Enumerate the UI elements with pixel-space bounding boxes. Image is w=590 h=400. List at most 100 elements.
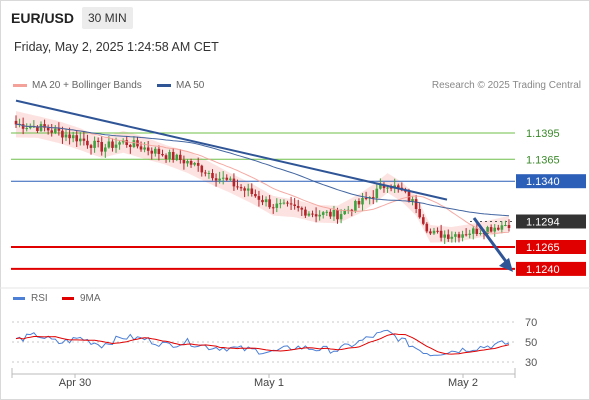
trendline — [15, 99, 448, 201]
candle-body — [343, 210, 346, 215]
candle-body — [268, 199, 271, 208]
candle-body — [171, 152, 175, 160]
candle-body — [286, 202, 289, 204]
candle-body — [479, 233, 482, 234]
candle-body — [139, 146, 143, 150]
candle-body — [472, 228, 475, 234]
candle-body — [321, 212, 325, 215]
candle-body — [371, 197, 375, 199]
candle-body — [332, 210, 336, 217]
candle-body — [225, 177, 229, 180]
candle-body — [336, 210, 339, 220]
candle-body — [354, 201, 357, 212]
candle-body — [57, 128, 61, 131]
candle-body — [357, 201, 361, 205]
candle-body — [243, 188, 246, 191]
candle-body — [211, 173, 214, 179]
candle-body — [364, 198, 368, 199]
candle-body — [461, 234, 464, 238]
candle-body — [279, 203, 282, 205]
candle-body — [232, 178, 236, 187]
candle-body — [397, 185, 400, 188]
candle-body — [79, 138, 82, 142]
forecast-arrow — [472, 217, 509, 264]
legend-rsi-ma-label: 9MA — [80, 293, 101, 304]
candle-body — [114, 144, 118, 148]
candle-body — [489, 227, 493, 232]
candle-body — [432, 230, 436, 234]
candle-body — [229, 178, 232, 180]
candle-body — [493, 227, 496, 232]
candle-body — [293, 204, 296, 206]
candle-body — [93, 140, 96, 148]
candle-body — [361, 198, 364, 205]
candle-body — [271, 207, 275, 209]
candle-body — [439, 230, 443, 238]
timestamp: Friday, May 2, 2025 1:24:58 AM CET — [14, 40, 219, 54]
rsi-swatch — [13, 297, 25, 300]
candle-body — [50, 130, 53, 133]
candle-body — [257, 196, 261, 200]
candle-body — [375, 188, 379, 198]
candle-body — [29, 126, 32, 129]
candle-body — [486, 227, 489, 234]
candle-body — [129, 144, 132, 147]
candle-body — [500, 225, 504, 230]
candle-body — [111, 141, 114, 148]
candle-body — [261, 199, 264, 203]
rsi-ma-swatch — [62, 297, 74, 300]
candle-body — [300, 207, 304, 210]
candle-body — [36, 126, 39, 131]
candle-body — [436, 230, 439, 232]
candle-body — [304, 209, 307, 216]
candle-body — [250, 188, 254, 194]
candle-body — [14, 120, 18, 125]
level-label-bg-1.1265 — [516, 240, 586, 254]
candle-body — [339, 214, 343, 220]
rsi-pane: 70 50 30 — [12, 317, 537, 369]
candle-body — [464, 234, 468, 236]
currency-pair: EUR/USD — [11, 10, 75, 26]
candle-body — [507, 225, 511, 228]
rsi-tick-70: 70 — [525, 317, 537, 329]
candle-body — [164, 155, 168, 159]
candle-body — [86, 140, 89, 146]
candle-body — [68, 134, 71, 139]
candle-body — [193, 163, 196, 165]
ma50-line — [15, 123, 510, 217]
legend-rsi: RSI — [13, 293, 48, 304]
candle-body — [264, 199, 268, 203]
candle-body — [418, 209, 421, 218]
candle-body — [450, 236, 454, 239]
candle-body — [282, 202, 286, 204]
candle-body — [75, 135, 78, 142]
candle-body — [179, 154, 182, 160]
candle-body — [386, 187, 389, 189]
candle-body — [254, 194, 257, 197]
candle-body — [157, 148, 161, 154]
candle-body — [207, 173, 211, 174]
candle-body — [379, 184, 382, 189]
candle-body — [125, 140, 128, 145]
legend-rsi-ma: 9MA — [62, 293, 101, 304]
legend-ma50-label: MA 50 — [176, 80, 205, 91]
candle-body — [454, 234, 457, 237]
bollinger-swatch — [13, 84, 27, 87]
candle-body — [46, 127, 50, 131]
candle-body — [429, 231, 432, 234]
candle-body — [200, 165, 204, 173]
candle-body — [64, 134, 68, 138]
candle-body — [186, 161, 189, 164]
rsi-tick-50: 50 — [525, 337, 537, 349]
candle-body — [89, 145, 93, 148]
candle-body — [475, 228, 479, 234]
candle-body — [468, 233, 471, 235]
x-tick-label: May 2 — [448, 377, 478, 389]
level-label-1.1294: 1.1294 — [526, 217, 560, 229]
bollinger-band-fill — [16, 111, 509, 243]
candle-body — [239, 187, 243, 189]
candle-body — [236, 186, 239, 188]
timeframe-badge[interactable]: 30 MIN — [82, 7, 133, 29]
candle-body — [218, 178, 221, 181]
